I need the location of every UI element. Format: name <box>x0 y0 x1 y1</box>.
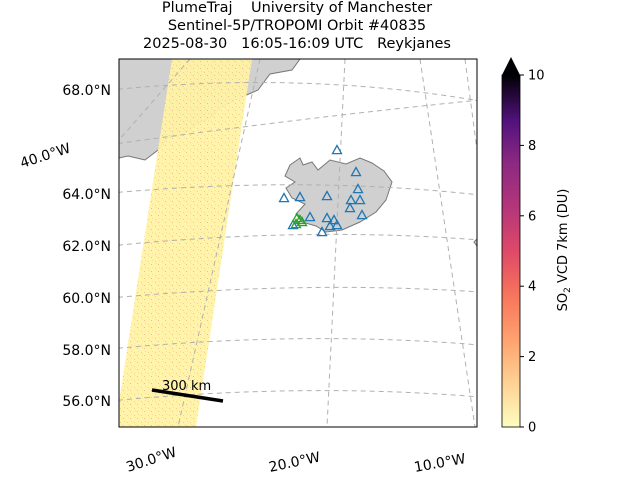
target-volcano-marker <box>294 214 306 225</box>
volcano-markers <box>278 144 368 237</box>
colorbar-tick-label: 0 <box>528 421 536 436</box>
colorbar-tick-label: 8 <box>528 139 536 154</box>
latitude-labels: 68.0°N 64.0°N 62.0°N 60.0°N 58.0°N 56.0°… <box>62 83 111 410</box>
volcano-marker <box>354 194 366 205</box>
volcano-marker <box>331 219 343 230</box>
faroe-islands <box>473 238 477 247</box>
lon-label-40: 40.0°W <box>18 140 73 171</box>
colorbar-tick-label: 2 <box>528 350 536 365</box>
lat-label-68: 68.0°N <box>62 83 111 99</box>
volcano-marker <box>345 194 357 205</box>
volcano-marker <box>352 183 364 194</box>
colorbar-ticks: 0 2 4 6 8 10 <box>520 69 545 436</box>
volcano-marker <box>331 144 343 155</box>
colorbar: 0 2 4 6 8 10 SO2 VCD 7km (DU) <box>501 57 573 436</box>
volcano-marker <box>321 190 333 201</box>
longitude-gridlines <box>119 59 477 427</box>
title-line-1: PlumeTraj University of Manchester <box>161 0 433 16</box>
colorbar-extend-arrow <box>502 57 520 75</box>
volcano-marker <box>356 209 368 220</box>
lon-label-20: 20.0°W <box>268 449 322 475</box>
title-line-3: 2025-08-30 16:05-16:09 UTC Reykjanes <box>143 36 451 52</box>
volcano-marker <box>328 214 340 225</box>
title-line-2: Sentinel-5P/TROPOMI Orbit #40835 <box>167 18 427 34</box>
colorbar-label: SO2 VCD 7km (DU) <box>556 189 573 312</box>
volcano-marker <box>350 166 362 177</box>
map-area: 300 km <box>119 59 477 427</box>
tropomi-swath <box>119 59 252 427</box>
colorbar-tick-label: 4 <box>528 280 536 295</box>
volcano-marker <box>304 211 316 222</box>
lon-label-30: 30.0°W <box>124 444 179 475</box>
lat-label-60: 60.0°N <box>62 291 111 307</box>
volcano-marker <box>324 220 336 231</box>
volcano-marker <box>316 226 328 237</box>
colorbar-tick-label: 6 <box>528 209 536 224</box>
volcano-marker <box>287 219 299 230</box>
colorbar-tick-label: 10 <box>528 69 545 84</box>
latitude-gridlines <box>119 82 477 401</box>
volcano-marker <box>321 212 333 223</box>
lat-label-56: 56.0°N <box>62 394 111 410</box>
volcano-marker <box>278 192 290 203</box>
lat-label-58: 58.0°N <box>62 343 111 359</box>
target-volcano-marker <box>296 216 308 227</box>
scale-bar-label: 300 km <box>162 379 211 394</box>
volcano-marker <box>344 202 356 213</box>
colorbar-gradient <box>501 74 521 428</box>
scale-bar <box>151 388 224 403</box>
lon-label-10: 10.0°W <box>413 451 467 476</box>
lat-label-62: 62.0°N <box>62 239 111 255</box>
volcano-marker <box>294 191 306 202</box>
lat-label-64: 64.0°N <box>62 187 111 203</box>
map-frame <box>118 58 478 428</box>
